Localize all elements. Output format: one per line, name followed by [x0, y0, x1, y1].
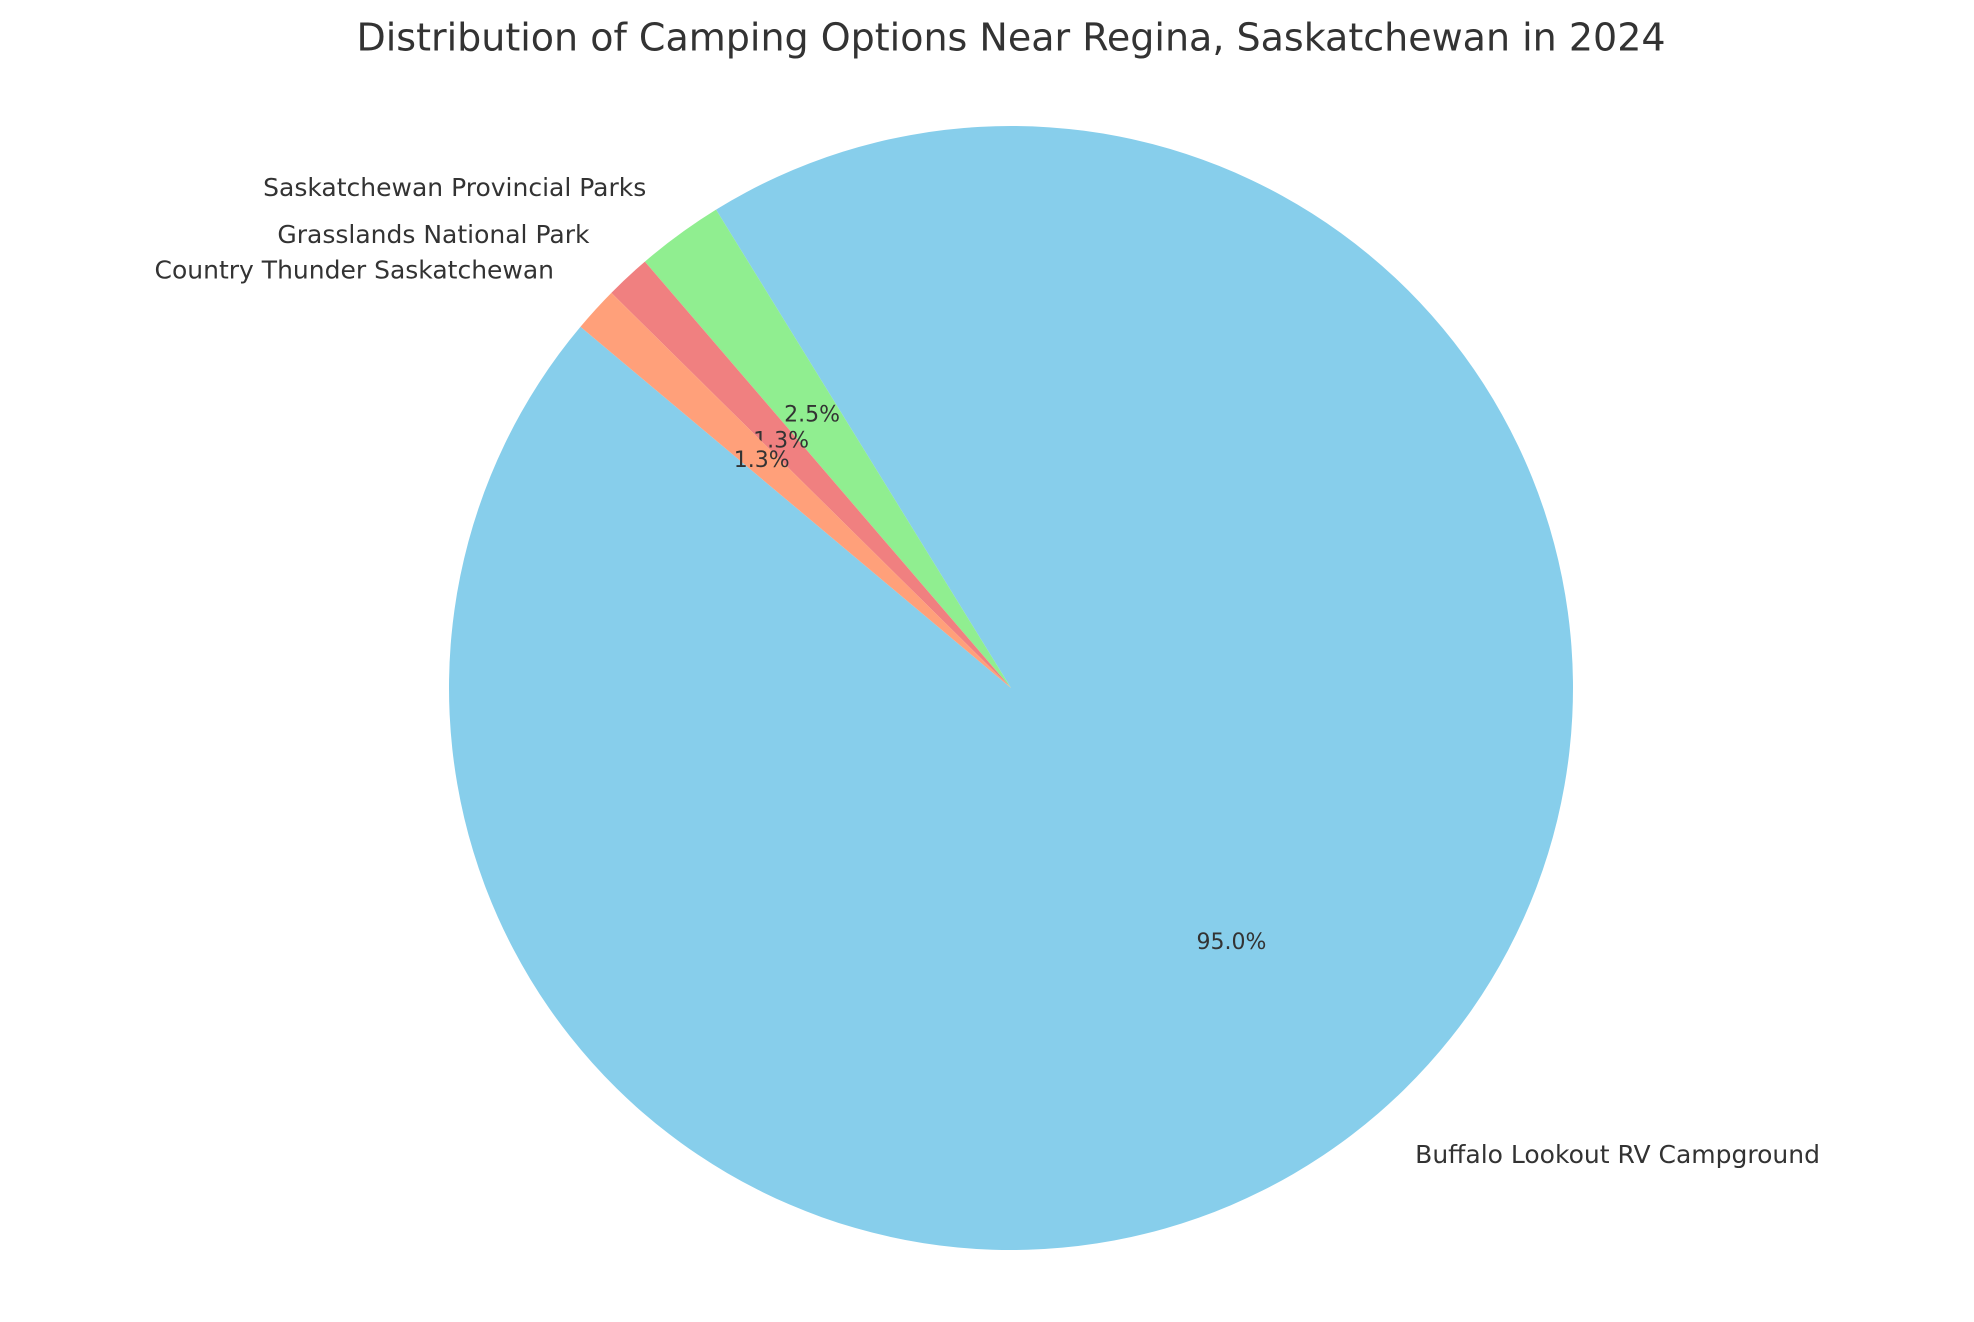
pie-wedge	[580, 292, 1011, 688]
wedge-label: Buffalo Lookout RV Campground	[1415, 1140, 1820, 1169]
pie-wedge	[644, 209, 1011, 688]
chart-title: Distribution of Camping Options Near Reg…	[356, 16, 1665, 60]
pie-wedge	[611, 261, 1011, 688]
value-label: 1.3%	[734, 448, 790, 473]
wedge-label: Saskatchewan Provincial Parks	[263, 173, 646, 202]
wedge-label: Country Thunder Saskatchewan	[155, 256, 555, 285]
wedge-label: Grasslands National Park	[277, 220, 590, 249]
pie-wedge	[448, 126, 1573, 1251]
value-label: 2.5%	[784, 403, 840, 428]
value-label: 95.0%	[1197, 930, 1267, 955]
